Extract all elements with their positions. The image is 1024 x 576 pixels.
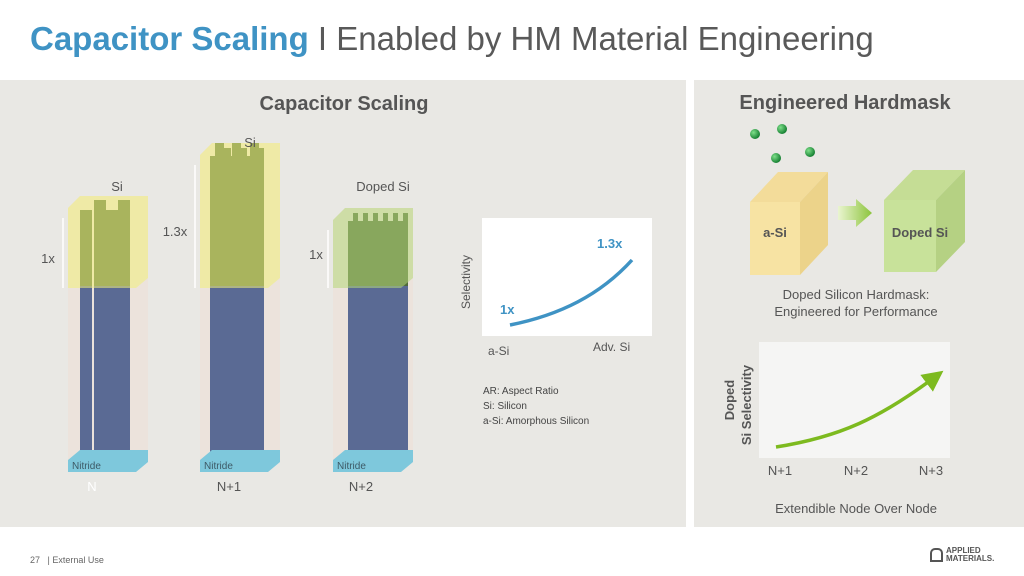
page-number: 27: [30, 555, 41, 565]
pillar: [353, 213, 358, 454]
title-highlight: Capacitor Scaling: [30, 20, 309, 57]
title-rest: I Enabled by HM Material Engineering: [308, 20, 874, 57]
height-label: 1x: [309, 247, 323, 262]
nitride-label: Nitride: [337, 461, 366, 472]
logo-text-2: MATERIALS.: [946, 554, 995, 563]
selectivity-ylabel: Selectivity: [459, 255, 473, 309]
selectivity-end-label: 1.3x: [597, 236, 623, 251]
structure-top-label: Doped Si: [356, 179, 410, 194]
selectivity-start-label: 1x: [500, 302, 515, 317]
dopant-dot: [777, 124, 787, 134]
hardmask-xlabel: Extendible Node Over Node: [775, 501, 937, 516]
structure-top-label: Si: [244, 135, 256, 150]
logo-icon: [930, 548, 943, 562]
doped-si-label: Doped Si: [892, 225, 948, 240]
dopant-dot: [771, 153, 781, 163]
x-tick-label: N+3: [919, 463, 943, 478]
caption-line1: Doped Silicon Hardmask:: [783, 287, 930, 302]
dopant-dot: [805, 147, 815, 157]
nitride-base: [200, 450, 280, 472]
pillar: [398, 221, 403, 454]
nitride-base: [333, 450, 413, 472]
caption-line2: Engineered for Performance: [774, 304, 937, 319]
node-label: N: [87, 479, 96, 494]
pillar: [232, 143, 241, 454]
right-heading: Engineered Hardmask: [739, 92, 951, 114]
footer-label: | External Use: [47, 555, 104, 565]
pillar: [358, 221, 363, 454]
height-label: 1x: [41, 251, 55, 266]
pillar: [238, 148, 247, 454]
footer: 27 | External Use: [30, 555, 104, 565]
nitride-label: Nitride: [72, 461, 101, 472]
selectivity-x-start: a-Si: [488, 344, 509, 358]
node-label: N+1: [217, 479, 241, 494]
selectivity-x-end: Adv. Si: [593, 340, 630, 354]
legend-item: Si: Silicon: [483, 401, 527, 412]
pillar: [348, 221, 353, 454]
nitride-base: [68, 450, 148, 472]
pillar: [383, 213, 388, 454]
hardmask-layer: [333, 208, 413, 288]
doped-si-box: Doped Si: [884, 170, 965, 272]
left-heading: Capacitor Scaling: [260, 93, 429, 115]
hardmask-ylabel-line1: Doped: [722, 380, 737, 421]
pillar: [250, 143, 259, 454]
logo-text-1: APPLIED: [946, 546, 981, 555]
arrow-right-icon: [838, 199, 872, 227]
pillar: [245, 156, 254, 454]
hardmask-selectivity-curve: [775, 370, 944, 449]
pillar: [215, 143, 224, 454]
slide-title: Capacitor Scaling I Enabled by HM Materi…: [30, 20, 874, 58]
a-si-label: a-Si: [763, 225, 787, 240]
pillar: [378, 221, 383, 454]
pillar: [255, 148, 264, 454]
pillar: [363, 213, 368, 454]
pillar: [210, 156, 219, 454]
a-si-box: a-Si: [750, 172, 828, 275]
selectivity-chart-bg: [482, 218, 652, 336]
pillar: [222, 148, 231, 454]
hardmask-layer: [200, 143, 280, 288]
pillar: [403, 213, 408, 454]
pillar: [388, 221, 393, 454]
nitride-label: Nitride: [204, 461, 233, 472]
pillar: [368, 221, 373, 454]
x-tick-label: N+1: [768, 463, 792, 478]
legend-item: AR: Aspect Ratio: [483, 386, 559, 397]
x-tick-label: N+2: [844, 463, 868, 478]
capacitor-structures: Nitride Nitride Nitride: [62, 143, 413, 472]
company-logo: APPLIED MATERIALS.: [930, 547, 994, 563]
dopant-dot: [750, 129, 760, 139]
structure-top-label: Si: [111, 179, 123, 194]
legend-item: a-Si: Amorphous Silicon: [483, 416, 589, 427]
hardmask-ylabel-line2: Si Selectivity: [739, 364, 754, 445]
node-label: N+2: [349, 479, 373, 494]
pillar: [373, 213, 378, 454]
hardmask-layer: [68, 196, 148, 288]
selectivity-curve: [509, 258, 634, 327]
height-label: 1.3x: [163, 224, 188, 239]
hardmask-chart-bg: [759, 342, 950, 458]
pillar: [393, 213, 398, 454]
